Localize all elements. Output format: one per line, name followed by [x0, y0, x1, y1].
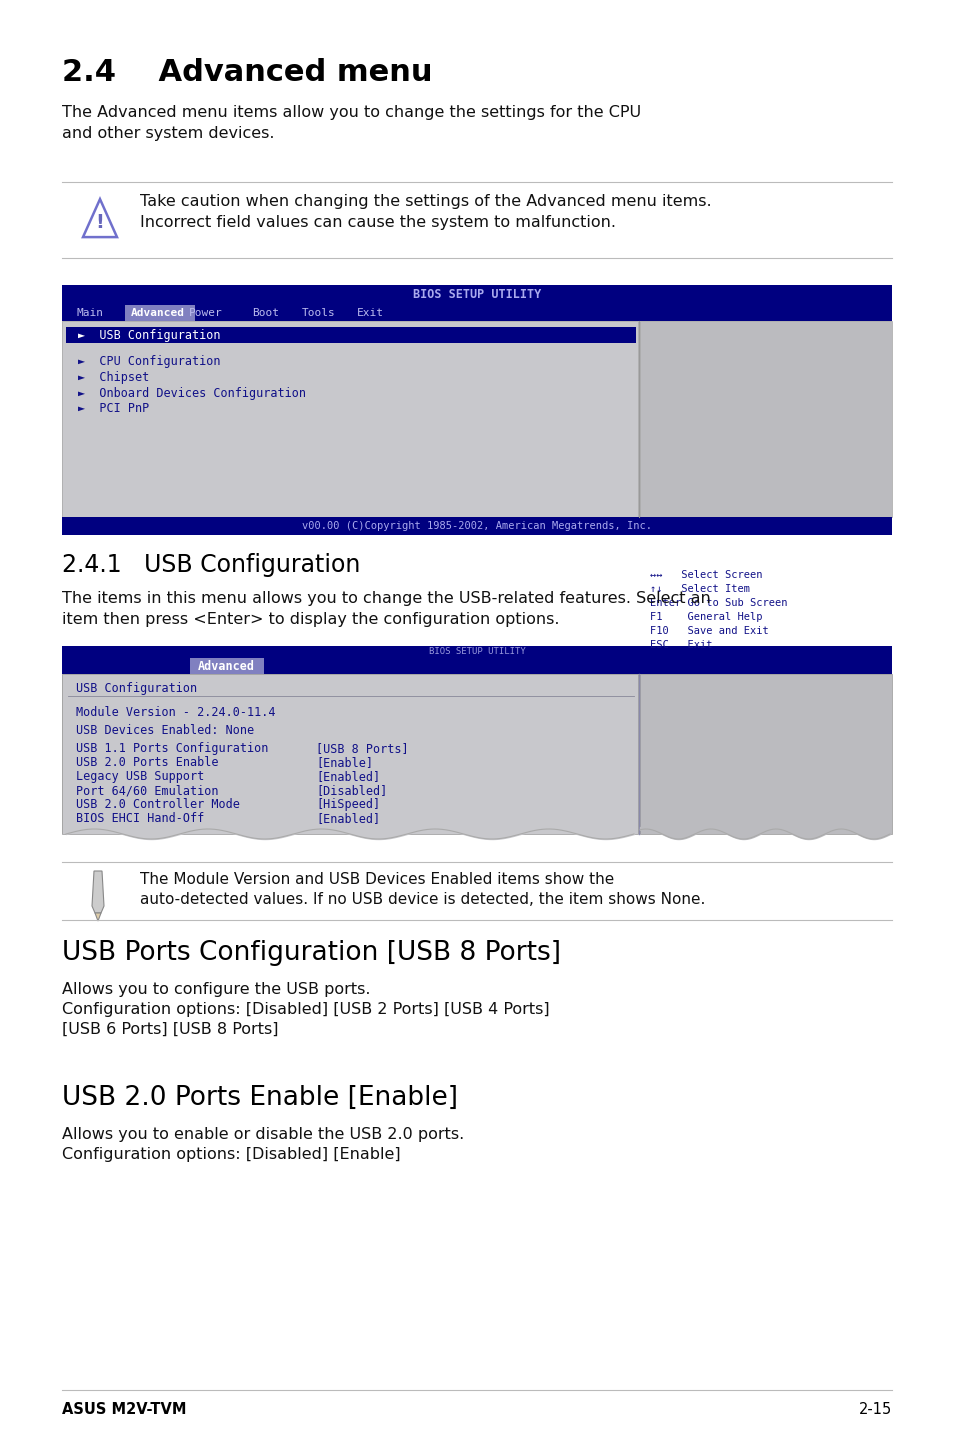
Text: Module Version - 2.24.0-11.4: Module Version - 2.24.0-11.4 [76, 706, 275, 719]
Bar [62, 321, 638, 518]
Text: ►  Chipset: ► Chipset [78, 371, 149, 384]
Text: USB 2.0 Ports Enable: USB 2.0 Ports Enable [76, 756, 218, 769]
Text: BIOS EHCI Hand-Off: BIOS EHCI Hand-Off [76, 812, 204, 825]
Text: [HiSpeed]: [HiSpeed] [315, 798, 379, 811]
Bar [62, 518, 891, 535]
Text: Allows you to configure the USB ports.: Allows you to configure the USB ports. [62, 982, 370, 997]
Bar [62, 674, 638, 834]
Text: auto-detected values. If no USB device is detected, the item shows None.: auto-detected values. If no USB device i… [140, 892, 704, 907]
Text: USB Devices Enabled: None: USB Devices Enabled: None [76, 723, 253, 738]
Text: Allows you to enable or disable the USB 2.0 ports.: Allows you to enable or disable the USB … [62, 1127, 464, 1142]
Bar [62, 305, 891, 321]
Text: [Enable]: [Enable] [315, 756, 373, 769]
Text: F10   Save and Exit: F10 Save and Exit [649, 626, 768, 636]
Text: Legacy USB Support: Legacy USB Support [76, 769, 204, 784]
Text: item then press <Enter> to display the configuration options.: item then press <Enter> to display the c… [62, 613, 558, 627]
Text: BIOS SETUP UTILITY: BIOS SETUP UTILITY [413, 289, 540, 302]
Bar [62, 646, 891, 659]
Text: [Enabled]: [Enabled] [315, 769, 379, 784]
Text: Enter Go to Sub Screen: Enter Go to Sub Screen [649, 598, 786, 608]
Polygon shape [91, 871, 104, 913]
Text: and other system devices.: and other system devices. [62, 127, 274, 141]
Text: ASUS M2V-TVM: ASUS M2V-TVM [62, 1402, 186, 1416]
Text: USB Ports Configuration [USB 8 Ports]: USB Ports Configuration [USB 8 Ports] [62, 940, 560, 966]
Text: Incorrect field values can cause the system to malfunction.: Incorrect field values can cause the sys… [140, 216, 616, 230]
Text: ►  Onboard Devices Configuration: ► Onboard Devices Configuration [78, 387, 306, 400]
Bar [62, 321, 891, 518]
Polygon shape [95, 913, 101, 920]
Text: ↔↔   Select Screen: ↔↔ Select Screen [649, 569, 761, 580]
Text: 2-15: 2-15 [858, 1402, 891, 1416]
Text: Advanced: Advanced [131, 308, 185, 318]
Text: [USB 6 Ports] [USB 8 Ports]: [USB 6 Ports] [USB 8 Ports] [62, 1022, 278, 1037]
Bar [639, 674, 891, 834]
Text: ESC   Exit: ESC Exit [649, 640, 712, 650]
Bar [639, 321, 891, 518]
Text: Advanced: Advanced [197, 660, 254, 673]
Text: 2.4.1   USB Configuration: 2.4.1 USB Configuration [62, 554, 360, 577]
Text: The Module Version and USB Devices Enabled items show the: The Module Version and USB Devices Enabl… [140, 871, 614, 887]
Bar [62, 659, 891, 674]
Text: ►  PCI PnP: ► PCI PnP [78, 403, 149, 416]
Bar [66, 326, 636, 344]
Text: Configuration options: [Disabled] [USB 2 Ports] [USB 4 Ports]: Configuration options: [Disabled] [USB 2… [62, 1002, 549, 1017]
Bar [62, 674, 891, 834]
Text: ↑↓   Select Item: ↑↓ Select Item [649, 584, 749, 594]
Text: Port 64/60 Emulation: Port 64/60 Emulation [76, 784, 218, 797]
Text: [Disabled]: [Disabled] [315, 784, 387, 797]
Text: Main: Main [77, 308, 104, 318]
Text: v00.00 (C)Copyright 1985-2002, American Megatrends, Inc.: v00.00 (C)Copyright 1985-2002, American … [302, 521, 651, 531]
Text: !: ! [95, 213, 104, 232]
Text: USB Configuration: USB Configuration [76, 682, 197, 695]
Text: [USB 8 Ports]: [USB 8 Ports] [315, 742, 408, 755]
Text: ►  USB Configuration: ► USB Configuration [78, 328, 220, 341]
Text: USB 2.0 Controller Mode: USB 2.0 Controller Mode [76, 798, 239, 811]
Text: F1    General Help: F1 General Help [649, 613, 761, 623]
Text: ►  CPU Configuration: ► CPU Configuration [78, 355, 220, 368]
Text: USB 2.0 Ports Enable [Enable]: USB 2.0 Ports Enable [Enable] [62, 1086, 457, 1112]
Bar [125, 305, 194, 321]
Text: Exit: Exit [356, 308, 384, 318]
Text: Power: Power [189, 308, 222, 318]
Text: [Enabled]: [Enabled] [315, 812, 379, 825]
Text: The Advanced menu items allow you to change the settings for the CPU: The Advanced menu items allow you to cha… [62, 105, 640, 119]
Text: USB 1.1 Ports Configuration: USB 1.1 Ports Configuration [76, 742, 268, 755]
Text: Tools: Tools [302, 308, 335, 318]
Text: BIOS SETUP UTILITY: BIOS SETUP UTILITY [428, 647, 525, 657]
Text: Take caution when changing the settings of the Advanced menu items.: Take caution when changing the settings … [140, 194, 711, 209]
Bar [62, 285, 891, 305]
Text: The items in this menu allows you to change the USB-related features. Select an: The items in this menu allows you to cha… [62, 591, 710, 605]
Bar [190, 659, 264, 674]
Polygon shape [83, 198, 117, 237]
Text: Boot: Boot [252, 308, 278, 318]
Text: Configuration options: [Disabled] [Enable]: Configuration options: [Disabled] [Enabl… [62, 1148, 400, 1162]
Text: 2.4    Advanced menu: 2.4 Advanced menu [62, 58, 432, 88]
